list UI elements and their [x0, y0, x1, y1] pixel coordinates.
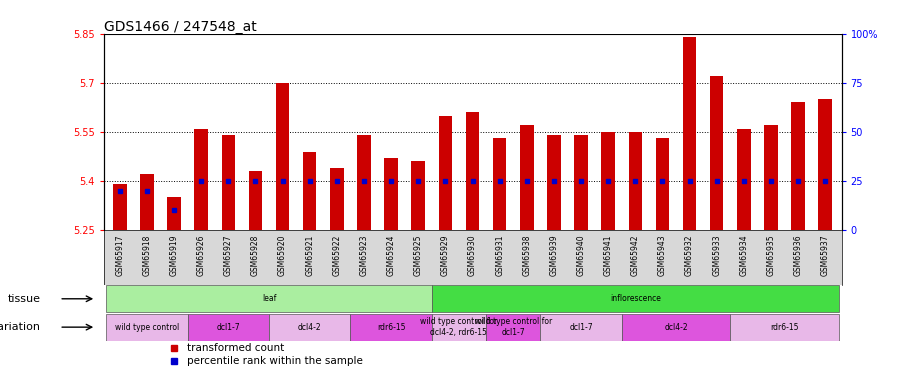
- Text: GSM65937: GSM65937: [821, 234, 830, 276]
- Bar: [601, 132, 615, 230]
- Text: dcl1-7: dcl1-7: [217, 322, 240, 332]
- Bar: [221, 135, 235, 230]
- Text: GSM65923: GSM65923: [359, 234, 368, 276]
- Bar: [628, 132, 642, 230]
- Bar: [106, 285, 432, 312]
- Text: dcl4-2: dcl4-2: [664, 322, 688, 332]
- Bar: [655, 138, 670, 230]
- Text: GSM65917: GSM65917: [115, 234, 124, 276]
- Text: GDS1466 / 247548_at: GDS1466 / 247548_at: [104, 20, 256, 34]
- Bar: [540, 314, 622, 341]
- Text: GSM65928: GSM65928: [251, 234, 260, 276]
- Text: transformed count: transformed count: [187, 343, 284, 353]
- Text: GSM65922: GSM65922: [332, 234, 341, 276]
- Bar: [764, 125, 778, 230]
- Bar: [303, 152, 317, 230]
- Text: GSM65940: GSM65940: [577, 234, 586, 276]
- Bar: [520, 125, 534, 230]
- Text: wild type control for
dcl4-2, rdr6-15: wild type control for dcl4-2, rdr6-15: [420, 318, 498, 337]
- Bar: [683, 37, 697, 230]
- Bar: [167, 197, 181, 230]
- Text: rdr6-15: rdr6-15: [770, 322, 799, 332]
- Bar: [622, 314, 730, 341]
- Text: GSM65929: GSM65929: [441, 234, 450, 276]
- Text: inflorescence: inflorescence: [610, 294, 661, 303]
- Bar: [574, 135, 588, 230]
- Text: percentile rank within the sample: percentile rank within the sample: [187, 357, 363, 366]
- Text: GSM65935: GSM65935: [767, 234, 776, 276]
- Text: rdr6-15: rdr6-15: [377, 322, 405, 332]
- Bar: [350, 314, 432, 341]
- Bar: [710, 76, 724, 230]
- Bar: [465, 112, 480, 230]
- Bar: [818, 99, 832, 230]
- Text: GSM65920: GSM65920: [278, 234, 287, 276]
- Bar: [486, 314, 540, 341]
- Text: GSM65919: GSM65919: [169, 234, 178, 276]
- Bar: [187, 314, 269, 341]
- Text: GSM65936: GSM65936: [794, 234, 803, 276]
- Text: GSM65934: GSM65934: [739, 234, 748, 276]
- Text: GSM65932: GSM65932: [685, 234, 694, 276]
- Text: GSM65943: GSM65943: [658, 234, 667, 276]
- Bar: [432, 314, 486, 341]
- Bar: [791, 102, 805, 230]
- Bar: [737, 129, 751, 230]
- Text: GSM65941: GSM65941: [604, 234, 613, 276]
- Text: GSM65927: GSM65927: [224, 234, 233, 276]
- Text: wild type control for
dcl1-7: wild type control for dcl1-7: [474, 318, 552, 337]
- Bar: [432, 285, 839, 312]
- Bar: [194, 129, 208, 230]
- Text: wild type control: wild type control: [115, 322, 179, 332]
- Bar: [357, 135, 371, 230]
- Bar: [438, 116, 452, 230]
- Bar: [411, 161, 425, 230]
- Text: GSM65930: GSM65930: [468, 234, 477, 276]
- Bar: [106, 314, 187, 341]
- Text: GSM65931: GSM65931: [495, 234, 504, 276]
- Text: tissue: tissue: [8, 294, 40, 304]
- Bar: [547, 135, 561, 230]
- Text: GSM65924: GSM65924: [387, 234, 396, 276]
- Bar: [275, 83, 290, 230]
- Text: GSM65938: GSM65938: [522, 234, 531, 276]
- Text: GSM65921: GSM65921: [305, 234, 314, 276]
- Bar: [330, 168, 344, 230]
- Text: GSM65939: GSM65939: [549, 234, 558, 276]
- Text: genotype/variation: genotype/variation: [0, 322, 40, 332]
- Text: GSM65925: GSM65925: [414, 234, 423, 276]
- Text: GSM65918: GSM65918: [142, 234, 151, 276]
- Bar: [730, 314, 839, 341]
- Bar: [113, 184, 127, 230]
- Text: GSM65926: GSM65926: [197, 234, 206, 276]
- Bar: [269, 314, 350, 341]
- Bar: [493, 138, 507, 230]
- Text: GSM65942: GSM65942: [631, 234, 640, 276]
- Bar: [248, 171, 262, 230]
- Text: leaf: leaf: [262, 294, 276, 303]
- Bar: [384, 158, 398, 230]
- Text: dcl1-7: dcl1-7: [569, 322, 593, 332]
- Text: GSM65933: GSM65933: [712, 234, 721, 276]
- Bar: [140, 174, 154, 230]
- Text: dcl4-2: dcl4-2: [298, 322, 321, 332]
